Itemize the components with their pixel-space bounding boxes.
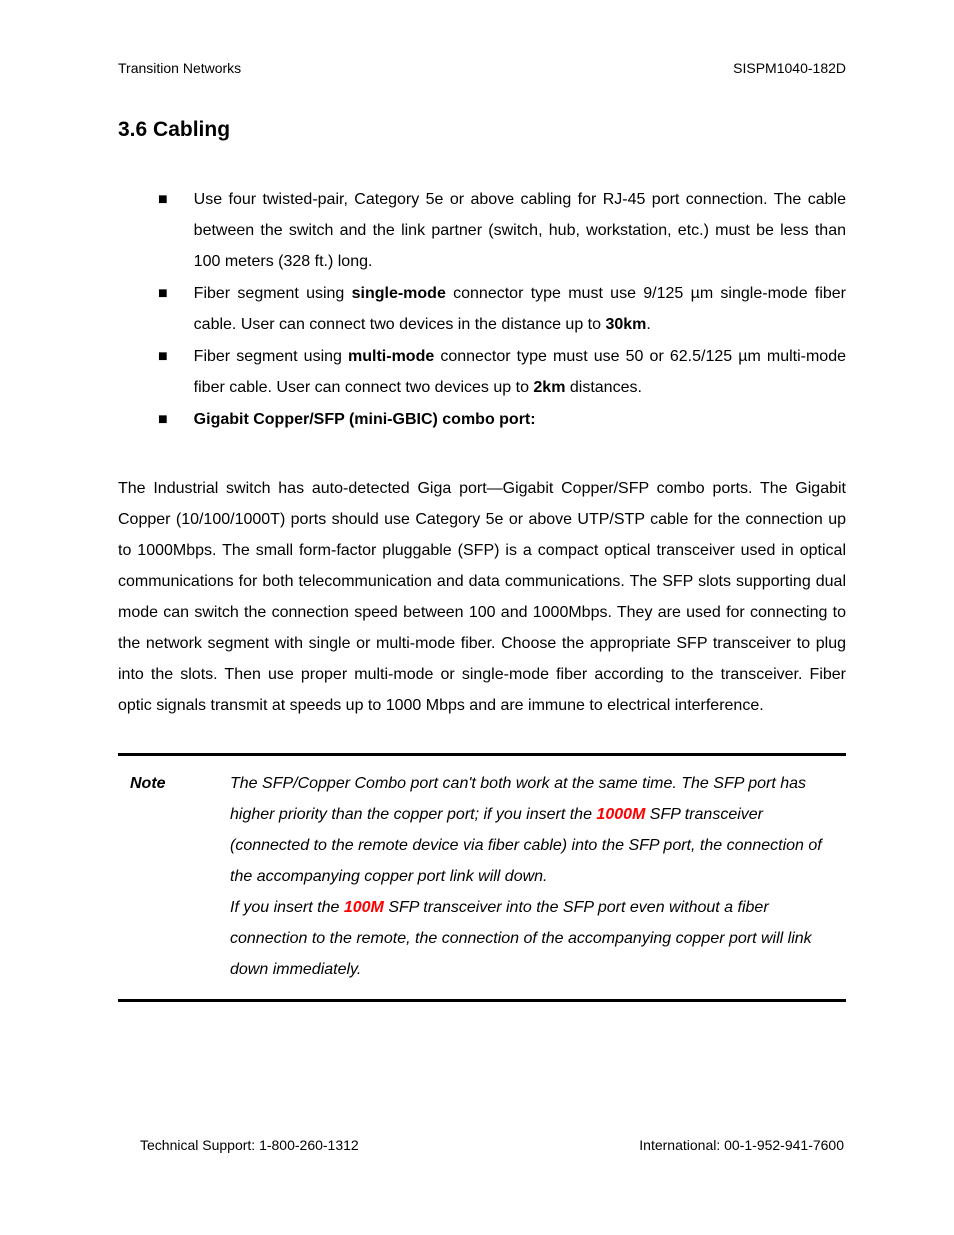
header-left: Transition Networks — [118, 60, 241, 76]
bullet-text: Use four twisted-pair, Category 5e or ab… — [194, 184, 846, 277]
bullet-text: Fiber segment using single-mode connecto… — [194, 278, 846, 340]
bullet-text: Fiber segment using multi-mode connector… — [194, 341, 846, 403]
text-run: distances. — [565, 379, 641, 396]
note-label: Note — [118, 768, 230, 985]
bullet-item: ■ Use four twisted-pair, Category 5e or a… — [158, 184, 846, 277]
header-right: SISPM1040-182D — [733, 60, 846, 76]
body-paragraph: The Industrial switch has auto-detected … — [118, 473, 846, 721]
square-bullet-icon: ■ — [158, 278, 168, 340]
text-run: Fiber segment using — [194, 348, 348, 365]
bold-text: single-mode — [352, 285, 446, 302]
note-content: The SFP/Copper Combo port can't both wor… — [230, 768, 846, 985]
bold-text: 30km — [605, 316, 646, 333]
bullet-item: ■ Fiber segment using multi-mode connecto… — [158, 341, 846, 403]
section-title: 3.6 Cabling — [118, 118, 846, 142]
page-header: Transition Networks SISPM1040-182D — [118, 60, 846, 76]
bullet-list: ■ Use four twisted-pair, Category 5e or a… — [158, 184, 846, 435]
text-run: . — [646, 316, 650, 333]
bold-text: multi-mode — [348, 348, 434, 365]
square-bullet-icon: ■ — [158, 184, 168, 277]
bullet-item: ■ Gigabit Copper/SFP (mini-GBIC) combo po… — [158, 404, 846, 435]
page-footer: Technical Support: 1-800-260-1312 Intern… — [140, 1137, 844, 1153]
text-run: If you insert the — [230, 899, 344, 916]
footer-left: Technical Support: 1-800-260-1312 — [140, 1137, 462, 1153]
bold-text: Gigabit Copper/SFP (mini-GBIC) combo por… — [194, 411, 536, 428]
document-page: Transition Networks SISPM1040-182D 3.6 C… — [0, 0, 954, 1235]
square-bullet-icon: ■ — [158, 404, 168, 435]
note-box: Note The SFP/Copper Combo port can't bot… — [118, 753, 846, 1002]
text-run: Use four twisted-pair, Category 5e or ab… — [194, 191, 846, 270]
square-bullet-icon: ■ — [158, 341, 168, 403]
footer-right: International: 00-1-952-941-7600 — [462, 1137, 844, 1153]
highlight-text: 100M — [344, 899, 384, 916]
bullet-item: ■ Fiber segment using single-mode connect… — [158, 278, 846, 340]
text-run: Fiber segment using — [194, 285, 352, 302]
bold-text: 2km — [533, 379, 565, 396]
highlight-text: 1000M — [596, 806, 645, 823]
bullet-text: Gigabit Copper/SFP (mini-GBIC) combo por… — [194, 404, 846, 435]
